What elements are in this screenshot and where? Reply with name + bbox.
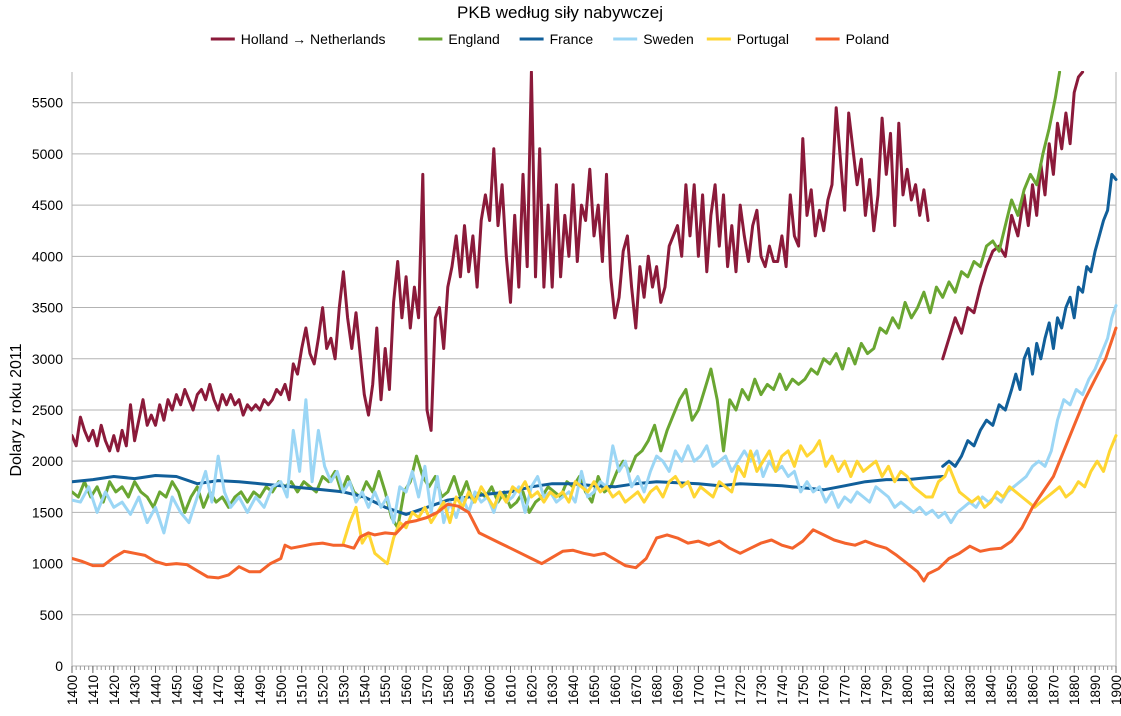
x-tick-label: 1560 (399, 675, 414, 705)
x-tick-label: 1410 (86, 675, 101, 705)
x-tick-label: 1830 (963, 675, 978, 705)
x-tick-label: 1540 (357, 675, 372, 705)
x-tick-label: 1550 (378, 675, 393, 705)
series-holland-netherlands (72, 71, 1085, 453)
y-axis-label: Dolary z roku 2011 (8, 343, 25, 476)
x-tick-label: 1790 (879, 675, 894, 705)
x-tick-label: 1740 (775, 675, 790, 705)
x-tick-label: 1610 (503, 675, 518, 705)
series-sweden (72, 304, 1118, 535)
series-line (72, 71, 930, 453)
x-tick-label: 1470 (211, 675, 226, 705)
x-tick-label: 1650 (587, 675, 602, 705)
x-tick-label: 1840 (984, 675, 999, 705)
x-tick-label: 1430 (128, 675, 143, 705)
legend-item: Holland → Netherlands (210, 31, 386, 47)
series-england (72, 71, 1062, 530)
x-tick-label: 1490 (253, 675, 268, 705)
x-tick-label: 1520 (316, 675, 331, 705)
y-tick-label: 3500 (32, 300, 63, 316)
grid (72, 102, 1116, 667)
series-line (941, 172, 1118, 468)
x-tick-label: 1480 (232, 675, 247, 705)
x-tick-label: 1630 (545, 675, 560, 705)
x-tick-label: 1680 (650, 675, 665, 705)
y-tick-label: 1500 (32, 504, 63, 520)
x-tick-label: 1580 (441, 675, 456, 705)
legend-label: Portugal (737, 31, 789, 47)
x-tick-label: 1720 (733, 675, 748, 705)
legend-item: Portugal (706, 31, 789, 47)
x-tick-label: 1420 (107, 675, 122, 705)
x-tick-label: 1880 (1067, 675, 1082, 705)
series-line (72, 326, 1118, 583)
y-tick-label: 500 (40, 607, 64, 623)
legend-label: Poland (846, 31, 890, 47)
legend-label: Holland → Netherlands (241, 31, 386, 47)
x-tick-label: 1870 (1046, 675, 1061, 705)
x-tick-label: 1600 (483, 675, 498, 705)
series-portugal (341, 434, 1118, 566)
y-tick-label: 5000 (32, 146, 63, 162)
y-tick-label: 4000 (32, 248, 63, 264)
x-tick-label: 1800 (900, 675, 915, 705)
x-tick-label: 1460 (190, 675, 205, 705)
series-line (941, 71, 1085, 361)
x-tick-label: 1890 (1088, 675, 1103, 705)
legend: Holland → Netherlands England France Sweden… (210, 31, 890, 47)
y-tick-label: 2000 (32, 453, 63, 469)
legend-item: England (418, 31, 500, 47)
series-line (341, 434, 1118, 566)
x-tick-label: 1400 (65, 675, 80, 705)
x-tick-label: 1620 (524, 675, 539, 705)
x-tick-label: 1750 (796, 675, 811, 705)
legend-item: Poland (815, 31, 890, 47)
legend-label: Sweden (643, 31, 694, 47)
y-tick-label: 0 (55, 658, 63, 674)
x-tick-label: 1860 (1025, 675, 1040, 705)
series-line (72, 71, 1062, 530)
x-tick-label: 1440 (149, 675, 164, 705)
x-tick-label: 1900 (1109, 675, 1121, 705)
chart-title: PKB według siły nabywczej (457, 3, 663, 22)
x-tick-label: 1700 (691, 675, 706, 705)
x-tick-label: 1510 (295, 675, 310, 705)
x-tick-label: 1530 (336, 675, 351, 705)
x-tick-label: 1730 (754, 675, 769, 705)
x-tick-label: 1500 (274, 675, 289, 705)
y-tick-label: 1000 (32, 556, 63, 572)
y-tick-label: 4500 (32, 197, 63, 213)
legend-label: France (550, 31, 594, 47)
x-tick-label: 1710 (712, 675, 727, 705)
series-line (72, 304, 1118, 535)
x-tick-label: 1450 (169, 675, 184, 705)
x-tick-label: 1810 (921, 675, 936, 705)
y-tick-label: 3000 (32, 351, 63, 367)
axes: 0 500 1000 1500 2000 2500 3000 3500 4000 4500 5000… (32, 72, 1121, 705)
x-tick-label: 1590 (462, 675, 477, 705)
series-layer (72, 71, 1118, 583)
x-tick-label: 1690 (671, 675, 686, 705)
legend-item: Sweden (613, 31, 694, 47)
series-poland (72, 326, 1118, 583)
x-tick-label: 1660 (608, 675, 623, 705)
x-tick-label: 1760 (817, 675, 832, 705)
x-tick-label: 1820 (942, 675, 957, 705)
x-tick-label: 1640 (566, 675, 581, 705)
legend-label: England (448, 31, 499, 47)
legend-item: France (519, 31, 594, 47)
x-tick-label: 1770 (838, 675, 853, 705)
x-tick-label: 1670 (629, 675, 644, 705)
x-tick-label: 1850 (1005, 675, 1020, 705)
y-tick-label: 2500 (32, 402, 63, 418)
x-tick-label: 1780 (858, 675, 873, 705)
y-tick-label: 5500 (32, 95, 63, 111)
x-tick-label: 1570 (420, 675, 435, 705)
